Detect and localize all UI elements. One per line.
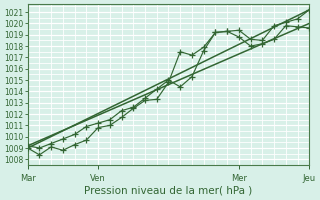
X-axis label: Pression niveau de la mer( hPa ): Pression niveau de la mer( hPa ) <box>84 186 252 196</box>
